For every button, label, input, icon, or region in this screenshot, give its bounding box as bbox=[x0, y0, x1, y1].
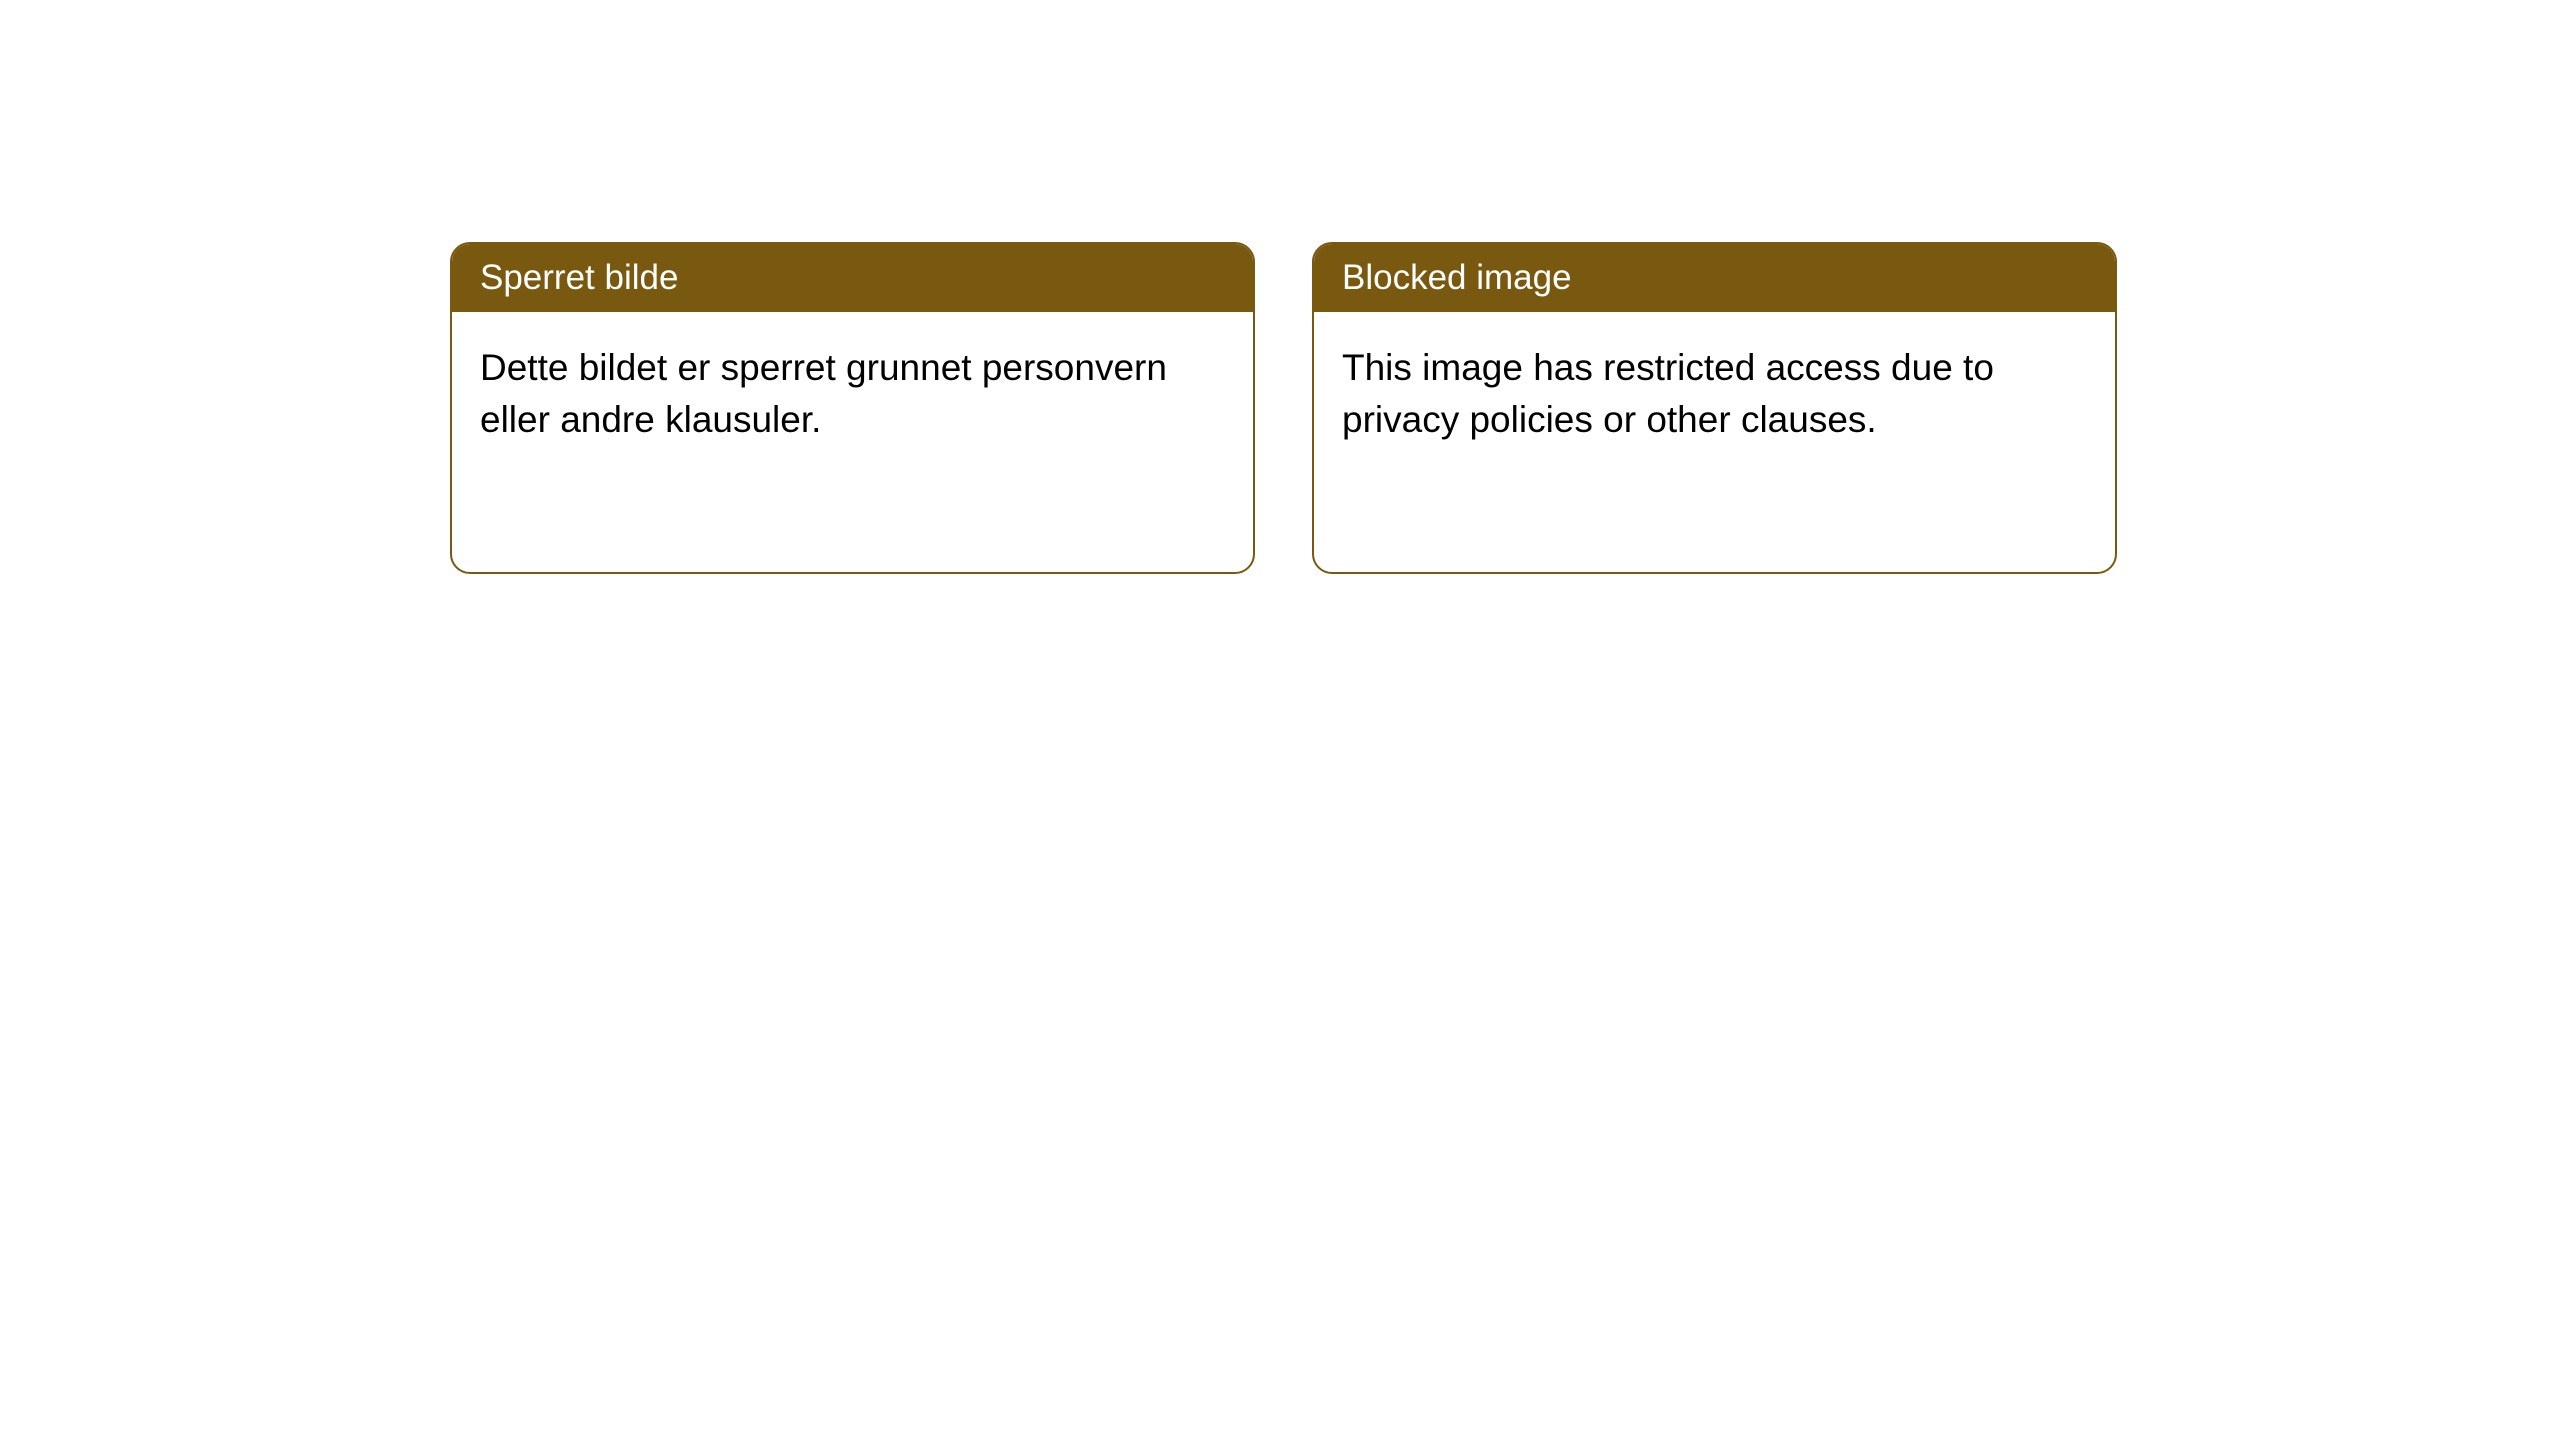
card-header: Sperret bilde bbox=[452, 244, 1253, 312]
card-body: This image has restricted access due to … bbox=[1314, 312, 2115, 476]
notice-card-norwegian: Sperret bilde Dette bildet er sperret gr… bbox=[450, 242, 1255, 574]
card-title: Sperret bilde bbox=[480, 258, 678, 297]
notice-card-english: Blocked image This image has restricted … bbox=[1312, 242, 2117, 574]
card-body-text: Dette bildet er sperret grunnet personve… bbox=[480, 347, 1167, 440]
notice-cards-container: Sperret bilde Dette bildet er sperret gr… bbox=[450, 242, 2117, 574]
card-header: Blocked image bbox=[1314, 244, 2115, 312]
card-body: Dette bildet er sperret grunnet personve… bbox=[452, 312, 1253, 476]
card-title: Blocked image bbox=[1342, 258, 1572, 297]
card-body-text: This image has restricted access due to … bbox=[1342, 347, 1994, 440]
